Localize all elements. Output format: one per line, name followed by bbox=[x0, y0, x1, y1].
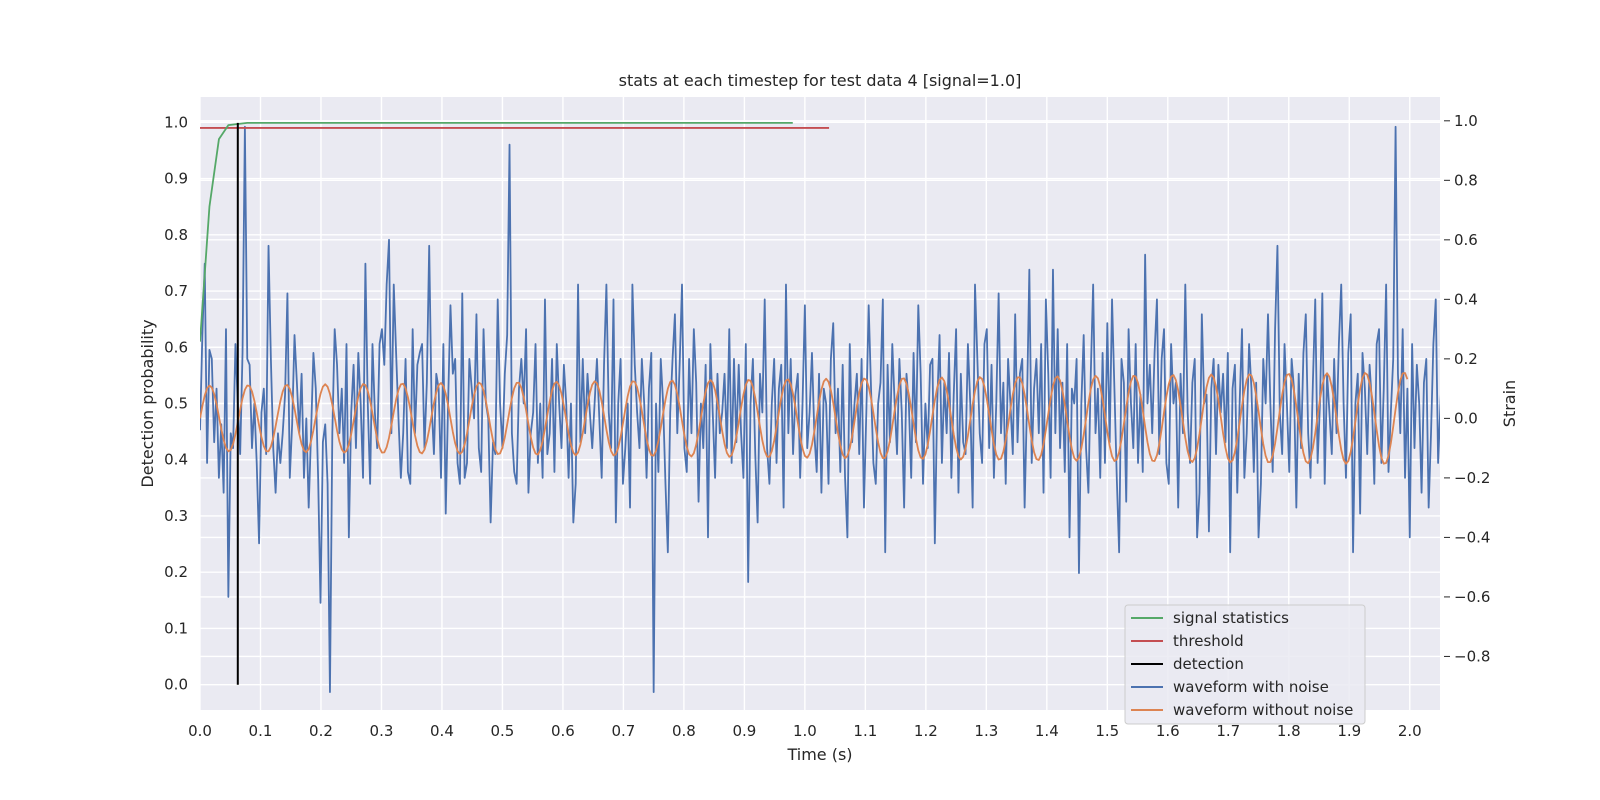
x-tick-label: 1.4 bbox=[1035, 722, 1059, 740]
left-y-axis-title: Detection probability bbox=[138, 319, 157, 487]
legend-label: signal statistics bbox=[1173, 609, 1289, 627]
x-tick-label: 0.6 bbox=[551, 722, 575, 740]
x-axis: 0.0 0.1 0.2 0.3 0.4 0.5 0.6 0.7 0.8 0.9 1.0 1.1 1.2 1… bbox=[188, 722, 1422, 740]
y-right-tick-label: 0.2 bbox=[1454, 350, 1478, 368]
legend: signal statistics threshold detection wavef… bbox=[1124, 604, 1366, 725]
x-tick-label: 1.7 bbox=[1216, 722, 1240, 740]
y-left-tick-label: 0.3 bbox=[164, 507, 188, 525]
right-y-axis-title: Strain bbox=[1500, 380, 1519, 427]
x-tick-label: 0.5 bbox=[491, 722, 515, 740]
legend-frame bbox=[1124, 604, 1366, 725]
x-tick-label: 1.8 bbox=[1277, 722, 1301, 740]
x-tick-label: 1.6 bbox=[1156, 722, 1180, 740]
legend-label: threshold bbox=[1173, 632, 1244, 650]
y-left-tick-label: 0.9 bbox=[164, 170, 188, 188]
x-tick-label: 1.1 bbox=[853, 722, 877, 740]
series-waveform-with-noise bbox=[200, 125, 1440, 694]
y-right-tick-label: 0.8 bbox=[1454, 171, 1478, 189]
y-right-tick-label: −0.6 bbox=[1454, 588, 1490, 606]
series-signal-statistics bbox=[200, 121, 793, 342]
x-tick-label: 0.8 bbox=[672, 722, 696, 740]
x-tick-label: 0.9 bbox=[732, 722, 756, 740]
x-tick-label: 0.3 bbox=[370, 722, 394, 740]
y-left-tick-label: 0.8 bbox=[164, 226, 188, 244]
y-right-tick-label: 0.4 bbox=[1454, 290, 1478, 308]
left-y-axis: 0.0 0.1 0.2 0.3 0.4 0.5 0.6 0.7 0.8 0.9 1.0 bbox=[164, 113, 188, 693]
x-tick-label: 0.7 bbox=[611, 722, 635, 740]
y-left-tick-label: 0.7 bbox=[164, 282, 188, 300]
y-right-tick-label: 0.0 bbox=[1454, 409, 1478, 427]
y-right-tick-label: 1.0 bbox=[1454, 112, 1478, 130]
chart-title: stats at each timestep for test data 4 [… bbox=[619, 71, 1022, 90]
y-left-tick-label: 0.4 bbox=[164, 451, 188, 469]
x-tick-label: 0.2 bbox=[309, 722, 333, 740]
y-left-tick-label: 0.6 bbox=[164, 338, 188, 356]
x-tick-label: 0.0 bbox=[188, 722, 212, 740]
y-right-tick-label: −0.8 bbox=[1454, 647, 1490, 665]
y-right-tick-label: −0.4 bbox=[1454, 528, 1490, 546]
y-right-tick-label: −0.2 bbox=[1454, 469, 1490, 487]
y-left-tick-label: 1.0 bbox=[164, 113, 188, 131]
y-left-tick-label: 0.0 bbox=[164, 676, 188, 694]
series-layer bbox=[200, 121, 1440, 694]
y-left-tick-label: 0.5 bbox=[164, 395, 188, 413]
x-tick-label: 1.9 bbox=[1337, 722, 1361, 740]
legend-label: waveform with noise bbox=[1173, 678, 1329, 696]
x-axis-title: Time (s) bbox=[786, 745, 852, 764]
x-tick-label: 1.5 bbox=[1095, 722, 1119, 740]
right-y-axis: −0.8 −0.6 −0.4 −0.2 0.0 0.2 0.4 0.6 0.8 1.0 bbox=[1444, 112, 1490, 665]
series-waveform-without-noise bbox=[200, 372, 1409, 465]
x-tick-label: 0.1 bbox=[249, 722, 273, 740]
legend-label: waveform without noise bbox=[1173, 701, 1353, 719]
y-left-tick-label: 0.2 bbox=[164, 563, 188, 581]
x-tick-label: 0.4 bbox=[430, 722, 454, 740]
y-left-tick-label: 0.1 bbox=[164, 619, 188, 637]
y-right-tick-label: 0.6 bbox=[1454, 231, 1478, 249]
x-tick-label: 1.2 bbox=[914, 722, 938, 740]
x-tick-label: 1.0 bbox=[793, 722, 817, 740]
legend-label: detection bbox=[1173, 655, 1244, 673]
x-tick-label: 2.0 bbox=[1398, 722, 1422, 740]
x-tick-label: 1.3 bbox=[974, 722, 998, 740]
